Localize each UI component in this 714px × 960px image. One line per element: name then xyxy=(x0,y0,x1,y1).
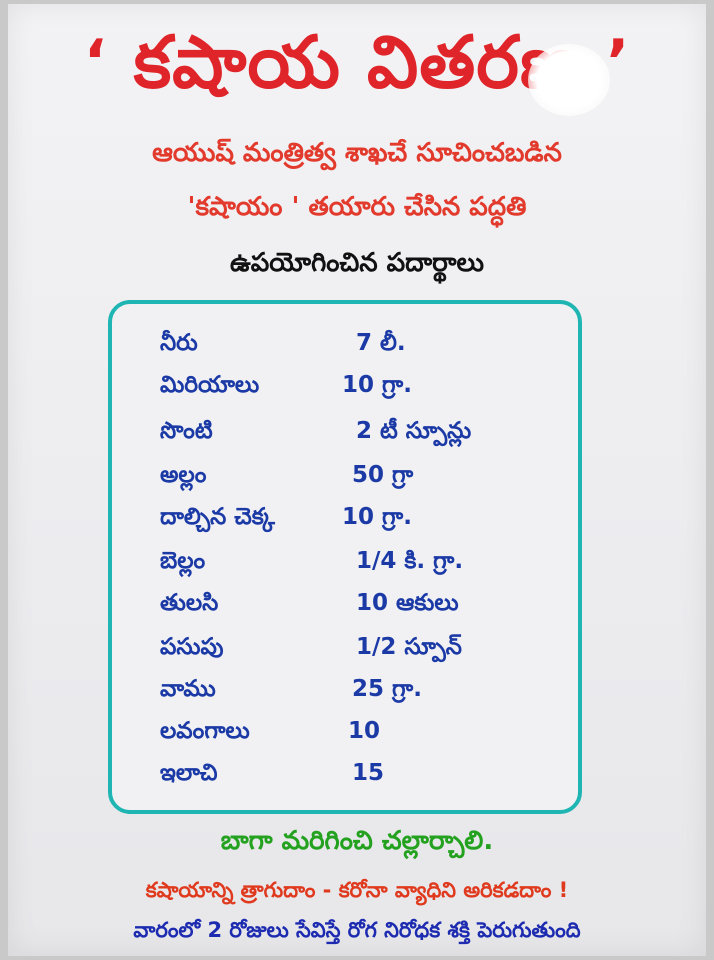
ingredient-row: వాము 25 గ్రా. xyxy=(160,676,600,716)
ingredient-qty: 7 లీ. xyxy=(356,330,406,356)
light-glare xyxy=(528,44,610,116)
ingredient-name: పసుపు xyxy=(160,634,224,660)
ingredient-row: లవంగాలు 10 xyxy=(160,718,600,758)
ingredient-name: తులసి xyxy=(160,590,219,616)
ingredient-row: పసుపు 1/2 స్పూన్ xyxy=(160,634,600,674)
ingredient-row: సొంటి 2 టీ స్పూన్లు xyxy=(160,418,600,458)
ingredient-qty: 10 గ్రా. xyxy=(342,504,412,530)
subtitle-line2: 'కషాయం ' తయారు చేసిన పద్ధతి xyxy=(187,192,527,222)
title-quote-open: ‘ xyxy=(83,27,108,97)
ingredient-row: తులసి 10 ఆకులు xyxy=(160,590,600,630)
ingredient-name: మిరియాలు xyxy=(160,372,260,398)
ingredients-box xyxy=(108,300,582,814)
ingredient-name: ఇలాచి xyxy=(160,760,218,786)
ingredient-name: అల్లం xyxy=(160,462,207,488)
ingredients-heading: ఉపయోగించిన పదార్థాలు xyxy=(230,248,484,278)
ingredient-name: దాల్చిన చెక్క xyxy=(160,504,275,530)
ingredient-qty: 2 టీ స్పూన్లు xyxy=(356,418,472,444)
ingredient-qty: 15 xyxy=(352,760,385,786)
ingredient-row: దాల్చిన చెక్క 10 గ్రా. xyxy=(160,504,600,544)
instruction-text: బాగా మరిగించి చల్లార్చాలి. xyxy=(220,826,494,856)
ingredient-qty: 1/4 కి. గ్రా. xyxy=(356,548,464,574)
ingredient-row: మిరియాలు 10 గ్రా. xyxy=(160,372,600,412)
ingredient-row: బెల్లం 1/4 కి. గ్రా. xyxy=(160,548,600,588)
ingredient-qty: 10 ఆకులు xyxy=(356,590,459,616)
ingredient-row: ఇలాచి 15 xyxy=(160,760,600,800)
ingredient-name: నీరు xyxy=(160,330,198,356)
ingredient-row: నీరు 7 లీ. xyxy=(160,330,600,370)
ingredient-qty: 50 గ్రా xyxy=(352,462,414,488)
ingredient-name: బెల్లం xyxy=(160,548,206,574)
note-text: వారంలో 2 రోజులు సేవిస్తే రోగ నిరోధక శక్త… xyxy=(133,918,581,942)
subtitle-line1: ఆయుష్ మంత్రిత్వ శాఖచే సూచించబడిన xyxy=(152,138,562,168)
ingredient-row: అల్లం 50 గ్రా xyxy=(160,462,600,502)
title-text: కషాయ వితరణ xyxy=(133,20,581,104)
poster-title: ‘ కషాయ వితరణ ’ xyxy=(0,12,714,112)
title-quote-close: ’ xyxy=(606,27,631,97)
ingredient-qty: 10 xyxy=(348,718,381,744)
ingredient-qty: 25 గ్రా. xyxy=(352,676,422,702)
ingredient-name: వాము xyxy=(160,676,216,702)
ingredient-name: సొంటి xyxy=(160,418,213,444)
ingredient-qty: 10 గ్రా. xyxy=(342,372,412,398)
slogan-text: కషాయాన్ని త్రాగుదాం - కరోనా వ్యాధిని అరి… xyxy=(145,878,569,902)
ingredient-name: లవంగాలు xyxy=(160,718,250,744)
ingredient-qty: 1/2 స్పూన్ xyxy=(356,634,462,660)
